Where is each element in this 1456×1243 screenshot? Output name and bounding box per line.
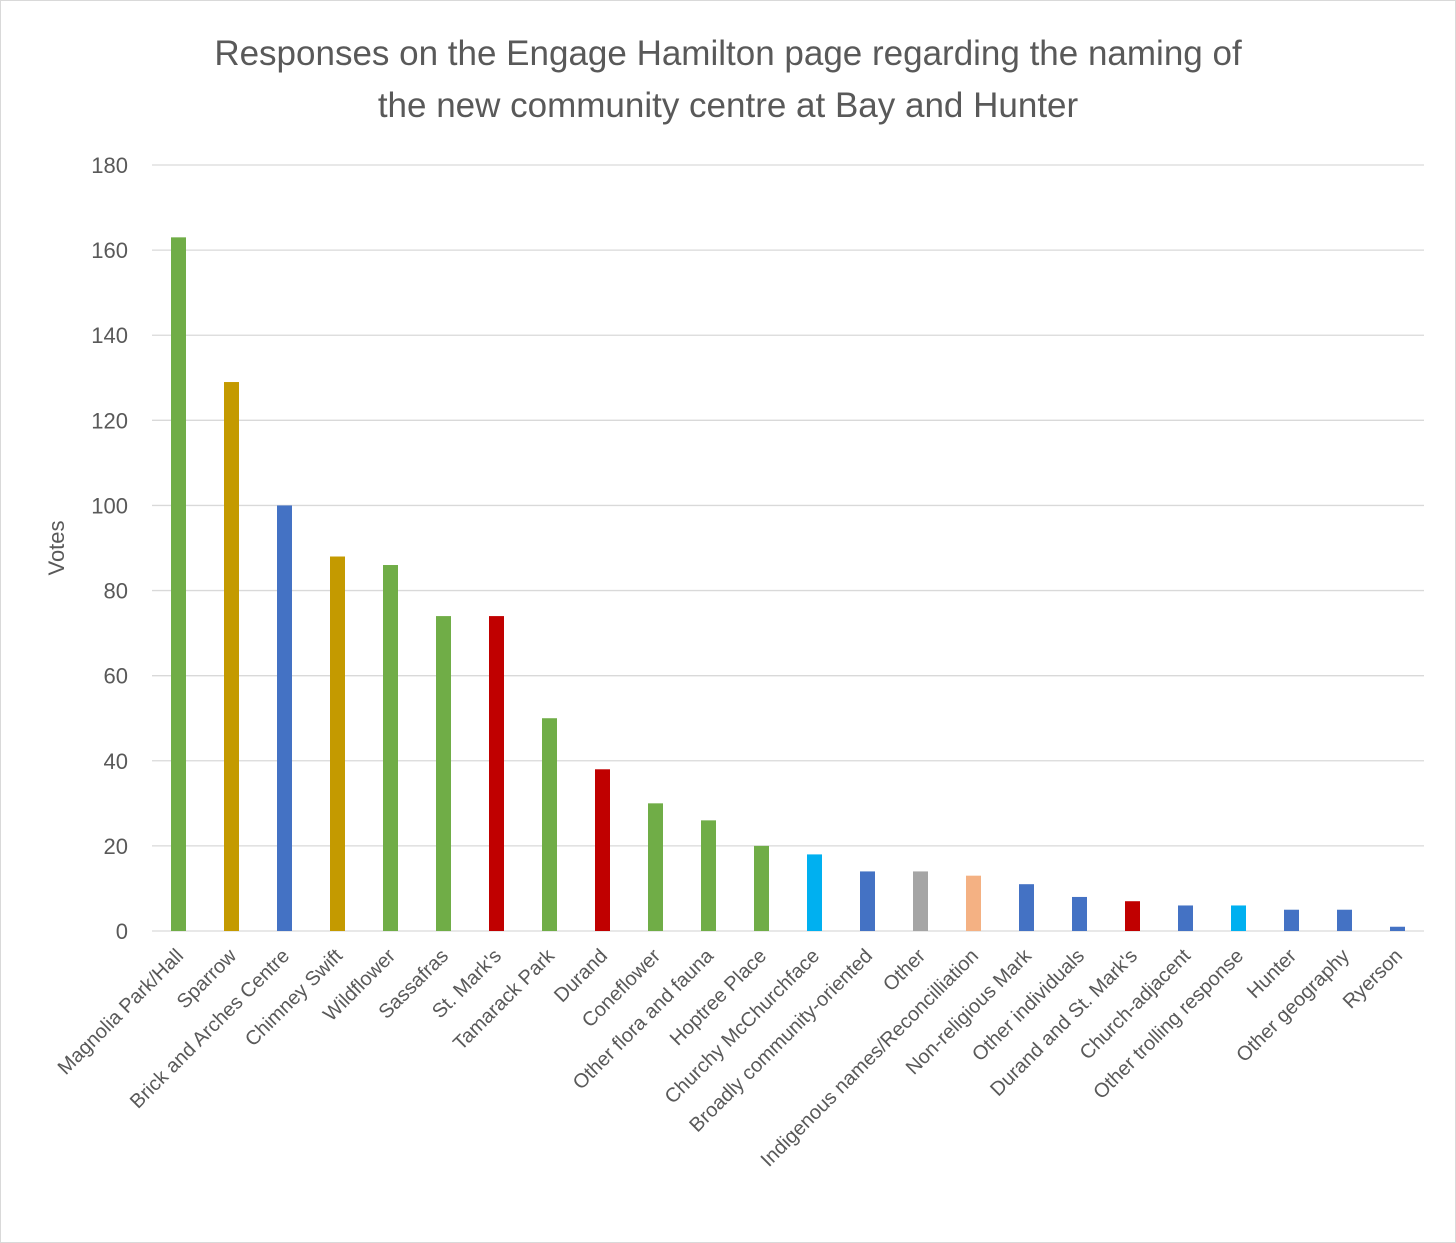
y-tick-label: 40 xyxy=(104,749,128,774)
bar-11 xyxy=(754,845,769,931)
bar-3 xyxy=(330,556,345,931)
chart-title-line-1: Responses on the Engage Hamilton page re… xyxy=(214,34,1242,73)
bar-23 xyxy=(1390,926,1405,931)
bar-1 xyxy=(224,382,239,931)
y-tick-label: 100 xyxy=(91,493,128,518)
bar-14 xyxy=(913,871,928,931)
bars xyxy=(171,237,1405,931)
bar-5 xyxy=(436,616,451,931)
bar-4 xyxy=(383,565,398,931)
bar-18 xyxy=(1125,901,1140,931)
y-tick-label: 80 xyxy=(104,579,128,604)
y-tick-label: 20 xyxy=(104,834,128,859)
bar-17 xyxy=(1072,896,1087,931)
bar-22 xyxy=(1337,909,1352,931)
bar-0 xyxy=(171,237,186,931)
y-tick-label: 0 xyxy=(116,919,128,944)
bar-20 xyxy=(1231,905,1246,931)
gridlines xyxy=(152,164,1424,932)
bar-16 xyxy=(1019,884,1034,931)
bar-21 xyxy=(1284,909,1299,931)
bar-6 xyxy=(489,616,504,931)
bar-9 xyxy=(648,803,663,931)
chart-title-line-2: the new community centre at Bay and Hunt… xyxy=(377,86,1079,125)
bar-7 xyxy=(542,718,557,931)
y-tick-label: 60 xyxy=(104,664,128,689)
y-axis-title: Votes xyxy=(44,520,69,575)
bar-13 xyxy=(860,871,875,931)
y-tick-label: 140 xyxy=(91,323,128,348)
bar-19 xyxy=(1178,905,1193,931)
y-axis-ticks: 0 20 40 60 80 100 120 140 160 180 xyxy=(91,153,128,944)
y-tick-label: 160 xyxy=(91,238,128,263)
bar-10 xyxy=(701,820,716,931)
y-tick-label: 120 xyxy=(91,408,128,433)
x-category-label: Other xyxy=(879,945,930,996)
bar-12 xyxy=(807,854,822,931)
bar-2 xyxy=(277,505,292,931)
x-category-label: Ryerson xyxy=(1339,945,1407,1013)
bar-15 xyxy=(966,875,981,931)
chart-title: Responses on the Engage Hamilton page re… xyxy=(0,28,1456,132)
y-tick-label: 180 xyxy=(91,153,128,178)
bar-8 xyxy=(595,769,610,931)
